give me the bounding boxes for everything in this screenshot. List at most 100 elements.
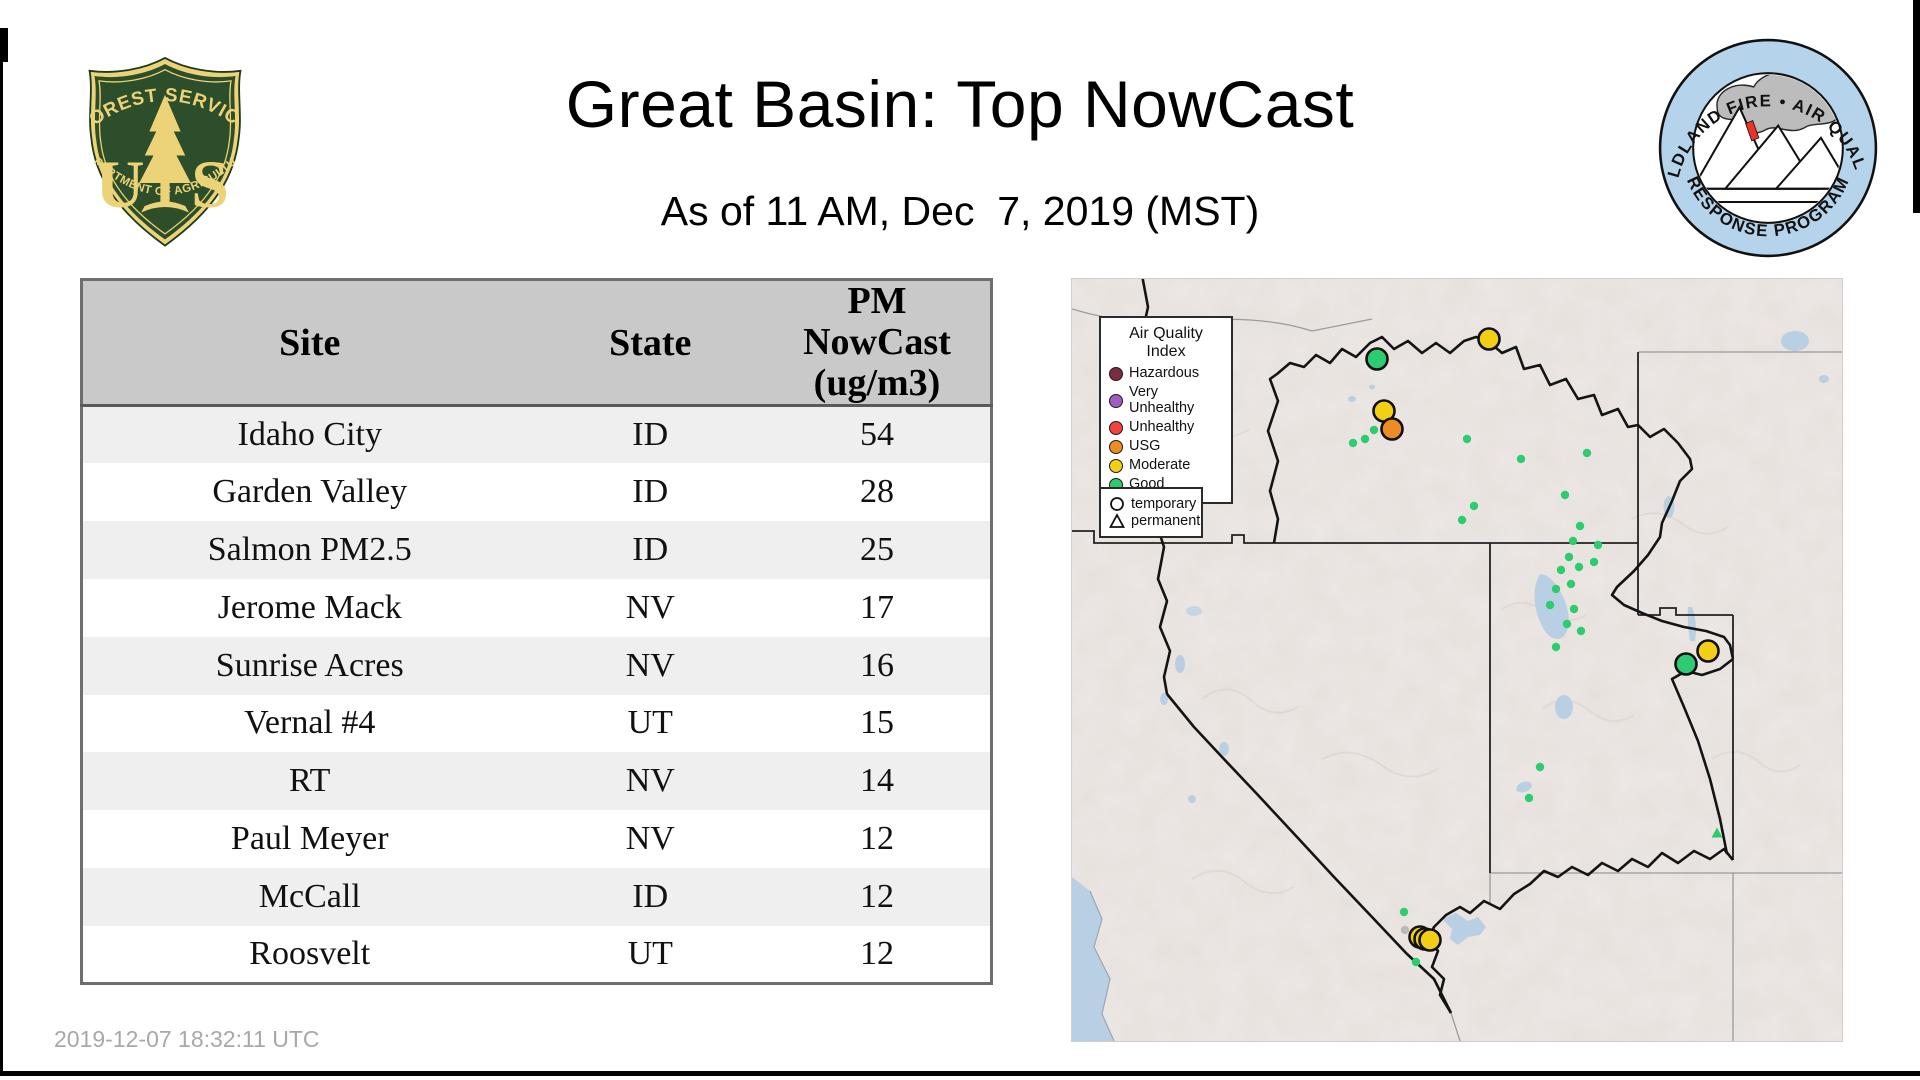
wfaqrp-logo: WILDLAND FIRE • AIR QUALITY RESPONSE PRO… bbox=[1647, 21, 1880, 260]
site-marker-usg bbox=[1380, 417, 1404, 441]
good-dot bbox=[1535, 762, 1545, 772]
column-header-pm: PM NowCast (ug/m3) bbox=[764, 279, 992, 408]
aqi-legend-item: Hazardous bbox=[1109, 365, 1223, 382]
tree-icon bbox=[139, 94, 191, 213]
good-dot bbox=[1556, 565, 1566, 575]
cell-pm: 15 bbox=[764, 694, 992, 753]
cell-state: NV bbox=[536, 636, 764, 695]
cell-site: Idaho City bbox=[81, 405, 537, 464]
generation-timestamp: 2019-12-07 18:32:11 UTC bbox=[54, 1026, 320, 1052]
cell-state: ID bbox=[536, 521, 764, 579]
forest-service-logo: FOREST SERVICE DEPARTMENT OF AGRICULTURE… bbox=[66, 26, 257, 260]
good-dot bbox=[1369, 425, 1379, 435]
forest-service-shield-icon: FOREST SERVICE DEPARTMENT OF AGRICULTURE… bbox=[66, 26, 243, 247]
cell-site: Jerome Mack bbox=[81, 578, 537, 637]
aqi-color-dot bbox=[1109, 393, 1123, 408]
table-row: Paul Meyer NV 12 bbox=[81, 810, 992, 868]
permanent-triangle bbox=[1711, 827, 1723, 838]
frame-edge-right bbox=[1913, 0, 1920, 213]
good-dot bbox=[1469, 501, 1479, 511]
cell-site: RT bbox=[81, 752, 537, 811]
good-dot bbox=[1516, 454, 1526, 464]
site-marker-moderate bbox=[1418, 928, 1442, 952]
ocean bbox=[1072, 877, 1114, 1041]
legend-permanent: permanent bbox=[1109, 513, 1200, 529]
cell-site: Sunrise Acres bbox=[81, 636, 537, 695]
good-dot bbox=[1564, 552, 1574, 562]
good-dot bbox=[1582, 448, 1592, 458]
temporary-circle-icon bbox=[1110, 497, 1124, 511]
good-dot bbox=[1560, 490, 1570, 500]
aqi-legend-items: Hazardous Very Unhealthy Unhealthy USG Moder… bbox=[1109, 365, 1223, 493]
good-dot bbox=[1399, 907, 1409, 917]
cell-state: UT bbox=[536, 925, 764, 984]
cell-pm: 28 bbox=[764, 463, 992, 522]
frame-edge-bottom bbox=[0, 1071, 1920, 1076]
cell-state: UT bbox=[536, 694, 764, 753]
good-dot bbox=[1551, 584, 1561, 594]
table-row: Garden Valley ID 28 bbox=[81, 463, 992, 522]
wfaqrp-badge-icon: WILDLAND FIRE • AIR QUALITY RESPONSE PRO… bbox=[1647, 21, 1878, 258]
svg-text:U: U bbox=[95, 146, 144, 222]
aqi-legend-title: Air Quality Index bbox=[1129, 325, 1203, 360]
aqi-legend: Air Quality Index Hazardous Very Unhealth… bbox=[1099, 316, 1233, 504]
cell-pm: 54 bbox=[764, 405, 992, 464]
cell-site: Vernal #4 bbox=[81, 694, 537, 753]
fire-mark-icon bbox=[1745, 119, 1760, 142]
table-row: Roosvelt UT 12 bbox=[81, 925, 992, 984]
aqi-legend-item: Moderate bbox=[1109, 457, 1223, 474]
good-dot bbox=[1524, 793, 1534, 803]
cell-site: Roosvelt bbox=[81, 925, 537, 984]
great-basin-map: Air Quality Index Hazardous Very Unhealth… bbox=[1071, 278, 1843, 1042]
good-dot bbox=[1545, 600, 1555, 610]
aqi-color-dot bbox=[1109, 458, 1123, 473]
good-dot bbox=[1593, 540, 1603, 550]
aqi-color-dot bbox=[1109, 420, 1123, 435]
good-monitor-dots bbox=[1348, 425, 1603, 967]
site-marker-good bbox=[1674, 652, 1698, 676]
table-row: Salmon PM2.5 ID 25 bbox=[81, 521, 992, 579]
table-header-row: Site State PM NowCast (ug/m3) bbox=[81, 279, 992, 408]
good-dot bbox=[1569, 604, 1579, 614]
good-dot bbox=[1360, 434, 1370, 444]
lakes bbox=[1160, 331, 1829, 945]
nowcast-table-body: Idaho City ID 54 Garden Valley ID 28 Salmon PM… bbox=[81, 405, 992, 984]
inactive-dot bbox=[1400, 925, 1410, 935]
nowcast-table: Site State PM NowCast (ug/m3) Idaho City… bbox=[80, 278, 993, 986]
good-dot bbox=[1462, 434, 1472, 444]
cell-pm: 12 bbox=[764, 867, 992, 926]
page-subtitle: As of 11 AM, Dec 7, 2019 (MST) bbox=[660, 188, 1260, 234]
cell-pm: 25 bbox=[764, 521, 992, 579]
cell-state: ID bbox=[536, 867, 764, 926]
good-dot bbox=[1551, 642, 1561, 652]
cell-pm: 16 bbox=[764, 636, 992, 695]
site-markers bbox=[1365, 327, 1720, 952]
good-dot bbox=[1568, 536, 1578, 546]
cell-site: Salmon PM2.5 bbox=[81, 521, 537, 579]
good-dot bbox=[1348, 438, 1358, 448]
table-row: Idaho City ID 54 bbox=[81, 405, 992, 464]
monitor-type-legend: temporary permanent bbox=[1099, 487, 1203, 538]
cell-pm: 14 bbox=[764, 752, 992, 811]
cell-site: Paul Meyer bbox=[81, 810, 537, 868]
table-row: Sunrise Acres NV 16 bbox=[81, 636, 992, 695]
permanent-triangle-icon bbox=[1109, 513, 1125, 528]
table-row: McCall ID 12 bbox=[81, 867, 992, 926]
column-header-state: State bbox=[536, 279, 764, 408]
svg-text:S: S bbox=[191, 146, 229, 222]
cell-state: NV bbox=[536, 810, 764, 868]
cell-site: Garden Valley bbox=[81, 463, 537, 522]
good-dot bbox=[1562, 619, 1572, 629]
cell-pm: 12 bbox=[764, 925, 992, 984]
aqi-color-dot bbox=[1109, 366, 1123, 381]
table-row: RT NV 14 bbox=[81, 752, 992, 811]
site-marker-moderate bbox=[1696, 639, 1720, 663]
cell-site: McCall bbox=[81, 867, 537, 926]
aqi-legend-item: Very Unhealthy bbox=[1109, 384, 1223, 417]
legend-temporary: temporary bbox=[1109, 496, 1196, 512]
frame-edge-wedge bbox=[0, 28, 8, 62]
cell-pm: 17 bbox=[764, 578, 992, 637]
mountains-icon bbox=[1694, 105, 1842, 190]
cell-state: ID bbox=[536, 463, 764, 522]
